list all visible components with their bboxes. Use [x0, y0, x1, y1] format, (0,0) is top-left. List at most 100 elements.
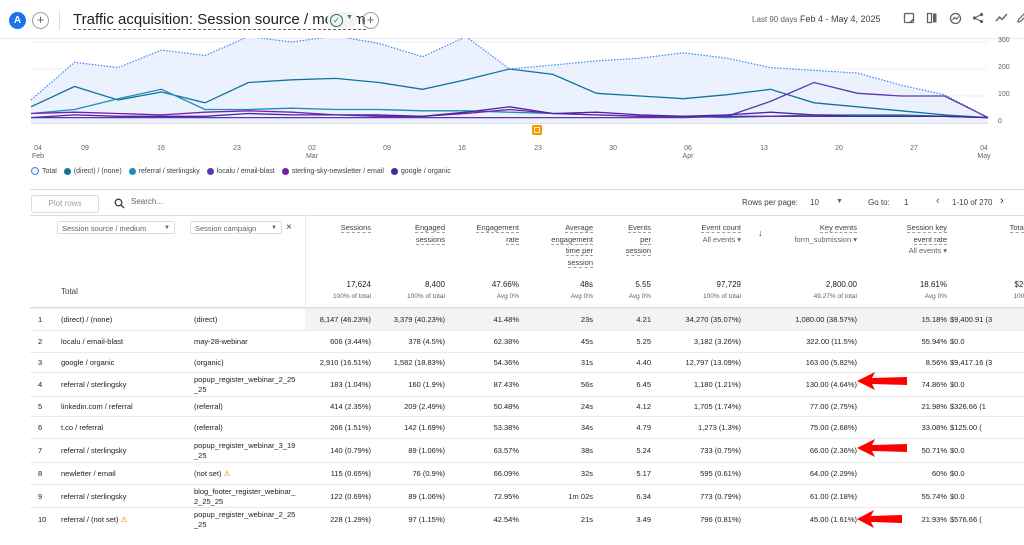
- search-input[interactable]: Search...: [131, 197, 164, 206]
- source-medium-cell[interactable]: (direct) / (none): [61, 315, 113, 324]
- compare-icon[interactable]: [925, 12, 939, 26]
- row-number: 1: [38, 315, 43, 324]
- goto-input[interactable]: 1: [904, 198, 909, 207]
- table-row[interactable]: 7 referral / sterlingsky popup_register_we…: [30, 438, 1024, 463]
- add-comparison-button[interactable]: +: [32, 12, 49, 29]
- metric-cell: 45s: [580, 337, 593, 346]
- page-title[interactable]: Traffic acquisition: Session source / me…: [73, 11, 366, 30]
- metric-filter-select[interactable]: All events ▾: [908, 246, 947, 255]
- series-line-3[interactable]: [31, 81, 989, 119]
- metric-cell: 8,147 (46.23%): [319, 315, 371, 324]
- column-header[interactable]: Engagement rate: [476, 223, 519, 245]
- source-medium-cell[interactable]: linkedin.com / referral: [61, 402, 133, 411]
- column-header[interactable]: Total r: [990, 222, 1024, 234]
- row-number: 7: [38, 446, 43, 455]
- source-medium-cell[interactable]: referral / (not set) ⚠: [61, 515, 128, 524]
- metric-cell: 72.95%: [493, 492, 519, 501]
- metric-cell: 209 (2.49%): [404, 402, 445, 411]
- remove-dimension-icon[interactable]: ×: [286, 222, 292, 233]
- metric-cell: 50.71%: [921, 446, 947, 455]
- x-tick-label: 16: [157, 145, 165, 152]
- edit-icon[interactable]: [1015, 12, 1024, 26]
- column-header[interactable]: Key events form_submission ▾: [747, 222, 857, 245]
- date-range-picker[interactable]: Feb 4 - May 4, 2025: [800, 14, 881, 24]
- legend-item[interactable]: (direct) / (none): [63, 167, 122, 175]
- table-row[interactable]: 1 (direct) / (none) (direct) 8,147 (46.23%)…: [30, 308, 1024, 331]
- x-tick-label: 23: [534, 145, 542, 152]
- metric-cell: 55.74%: [921, 492, 947, 501]
- source-medium-cell[interactable]: t.co / referral: [61, 423, 104, 432]
- metric-filter-select[interactable]: form_submission ▾: [794, 234, 857, 244]
- legend-item[interactable]: sterling-sky-newsletter / email: [281, 167, 384, 175]
- chevron-down-icon[interactable]: ▼: [836, 198, 843, 205]
- metric-cell: 2,910 (16.51%): [319, 358, 371, 367]
- series-line-1[interactable]: [30, 68, 989, 119]
- secondary-dimension-select[interactable]: Session campaign ▼: [190, 221, 282, 234]
- report-status-dropdown[interactable]: ✓ ▼: [327, 12, 357, 28]
- metric-cell: 56s: [580, 380, 593, 389]
- source-medium-cell[interactable]: newletter / email: [61, 469, 116, 478]
- column-header[interactable]: Sessions: [340, 223, 371, 233]
- column-header[interactable]: Events per session: [625, 223, 651, 256]
- insights-icon[interactable]: [948, 12, 962, 26]
- column-header[interactable]: Event count All events ▾: [651, 222, 741, 245]
- table-row[interactable]: 8 newletter / email (not set) ⚠ 115 (0.65%)…: [30, 462, 1024, 485]
- metric-cell: 31s: [580, 358, 593, 367]
- x-tick-label: 09: [383, 145, 391, 152]
- source-medium-cell[interactable]: google / organic: [61, 358, 115, 367]
- column-header[interactable]: Engaged sessions: [414, 223, 445, 245]
- table-row[interactable]: 6 t.co / referral (referral) 266 (1.51%) 142…: [30, 416, 1024, 439]
- metric-cell: 89 (1.06%): [408, 492, 445, 501]
- trend-icon[interactable]: [994, 12, 1008, 26]
- source-medium-cell[interactable]: referral / sterlingsky: [61, 380, 127, 389]
- table-row[interactable]: 4 referral / sterlingsky popup_register_we…: [30, 372, 1024, 397]
- table-row[interactable]: 9 referral / sterlingsky blog_footer_regis…: [30, 484, 1024, 508]
- line-chart: [30, 38, 989, 135]
- table-row[interactable]: 3 google / organic (organic) 2,910 (16.51%)…: [30, 352, 1024, 373]
- legend-item[interactable]: localu / email-blast: [206, 167, 275, 175]
- table-row[interactable]: 10 referral / (not set) ⚠ popup_register_w…: [30, 507, 1024, 531]
- metric-cell: 77.00 (2.75%): [809, 402, 857, 411]
- campaign-cell: (not set) ⚠: [194, 469, 231, 478]
- metric-cell: $326.66 (1: [950, 402, 986, 411]
- source-medium-cell[interactable]: referral / sterlingsky: [61, 446, 127, 455]
- legend-item[interactable]: Total: [31, 167, 57, 175]
- legend-item[interactable]: google / organic: [390, 167, 451, 175]
- legend-item[interactable]: referral / sterlingsky: [128, 167, 200, 175]
- metric-cell: 8.56%: [925, 358, 947, 367]
- warning-icon[interactable]: ⚠: [118, 515, 128, 524]
- account-avatar[interactable]: A: [9, 12, 26, 29]
- legend-label: Total: [42, 167, 57, 175]
- series-line-5[interactable]: [30, 106, 989, 119]
- plot-rows-button[interactable]: Plot rows: [31, 195, 99, 213]
- metric-cell: $0.0: [950, 380, 965, 389]
- total-cell: 47.66% Avg 0%: [491, 280, 519, 300]
- legend-label: (direct) / (none): [73, 167, 122, 175]
- table-row[interactable]: 5 linkedin.com / referral (referral) 414 (2…: [30, 396, 1024, 417]
- metric-cell: 130.00 (4.64%): [805, 380, 857, 389]
- divider: [305, 215, 306, 307]
- rows-per-page-select[interactable]: 10: [810, 198, 819, 207]
- sort-arrow-down-icon[interactable]: ↓: [758, 228, 763, 238]
- warning-icon[interactable]: ⚠: [221, 469, 231, 478]
- share-icon[interactable]: [971, 12, 985, 26]
- campaign-cell: (organic): [194, 358, 224, 367]
- metric-filter-select[interactable]: All events ▾: [702, 234, 741, 244]
- primary-dimension-select[interactable]: Session source / medium ▼: [57, 221, 175, 234]
- series-line-4[interactable]: [30, 108, 989, 119]
- y-tick-label: 200: [998, 64, 1010, 71]
- date-range-label: Last 90 days: [752, 15, 798, 24]
- annotation-icon[interactable]: [532, 125, 542, 135]
- legend-swatch: [63, 167, 71, 175]
- share-note-icon[interactable]: [902, 12, 916, 26]
- row-number: 3: [38, 358, 43, 367]
- table-row[interactable]: 2 localu / email-blast may-28-webinar 606 (…: [30, 330, 1024, 353]
- column-header[interactable]: Session key event rate All events ▾: [867, 222, 947, 257]
- column-header[interactable]: Average engagement time per session: [551, 223, 593, 268]
- source-medium-cell[interactable]: referral / sterlingsky: [61, 492, 127, 501]
- previous-page-icon[interactable]: ‹: [936, 195, 940, 207]
- source-medium-cell[interactable]: localu / email-blast: [61, 337, 124, 346]
- next-page-icon[interactable]: ›: [1000, 195, 1004, 207]
- add-filter-button[interactable]: +: [362, 12, 379, 29]
- x-tick-label: 04 Feb: [31, 145, 45, 160]
